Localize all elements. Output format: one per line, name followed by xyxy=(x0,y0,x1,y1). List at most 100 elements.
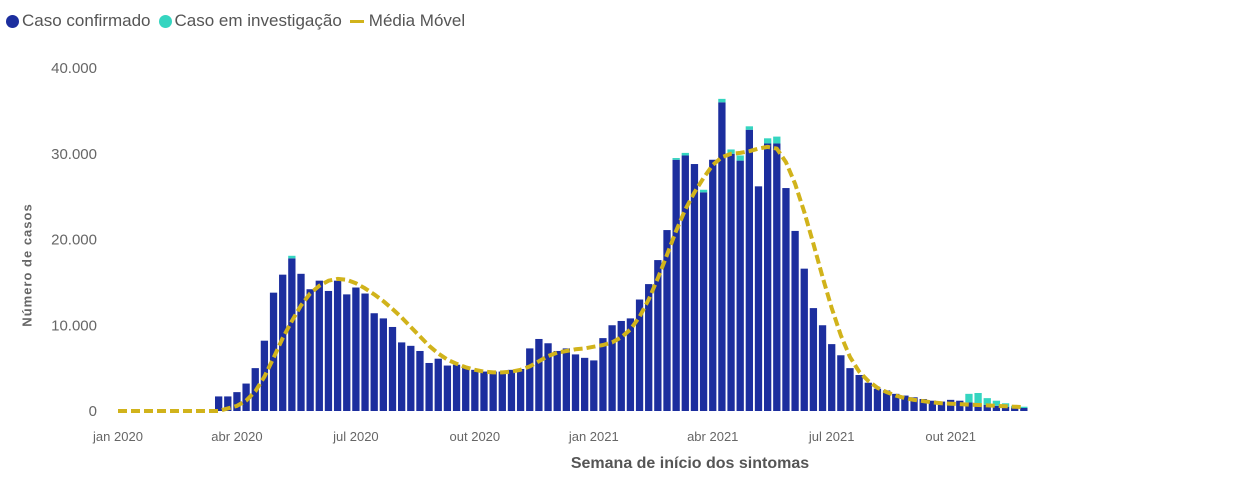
bar-confirmed xyxy=(526,348,534,411)
bar-confirmed xyxy=(269,292,278,411)
bar-confirmed xyxy=(388,326,397,411)
bar-confirmed xyxy=(599,338,607,411)
bar-confirmed xyxy=(855,374,863,411)
bar-confirmed xyxy=(690,164,699,411)
bar-confirmed xyxy=(544,343,552,411)
bar-confirmed xyxy=(224,396,232,411)
legend-item-confirmed[interactable]: Caso confirmado xyxy=(6,11,151,31)
y-tick-label: 10.000 xyxy=(51,317,97,334)
bar-confirmed xyxy=(645,284,653,411)
bar-confirmed xyxy=(507,369,516,411)
bar-confirmed xyxy=(1001,406,1010,411)
legend-item-investigation[interactable]: Caso em investigação xyxy=(158,11,342,31)
bar-confirmed xyxy=(416,350,424,411)
bar-confirmed xyxy=(608,325,616,411)
bar-confirmed xyxy=(892,393,900,411)
bar-confirmed xyxy=(919,398,927,411)
bar-investigation xyxy=(727,149,735,154)
bar-confirmed xyxy=(864,382,872,411)
x-tick-label: jan 2021 xyxy=(568,429,619,444)
bar-confirmed xyxy=(379,318,387,411)
bar-confirmed xyxy=(828,344,836,411)
bar-confirmed xyxy=(480,371,488,411)
bar-investigation xyxy=(672,158,680,160)
bar-investigation xyxy=(745,126,753,130)
bar-confirmed xyxy=(873,388,882,411)
chart-legend: Caso confirmado Caso em investigação Méd… xyxy=(6,8,473,34)
bar-confirmed xyxy=(791,230,799,411)
bar-investigation xyxy=(736,155,744,161)
bar-confirmed xyxy=(882,390,891,411)
x-tick-label: out 2020 xyxy=(450,429,501,444)
bar-investigation xyxy=(764,138,772,144)
legend-moving-average-line-icon xyxy=(349,19,364,23)
bar-investigation xyxy=(965,393,973,403)
bar-confirmed xyxy=(654,260,662,411)
bar-confirmed xyxy=(516,368,525,411)
bar-confirmed xyxy=(498,371,506,411)
bar-confirmed xyxy=(937,401,946,411)
legend-confirmed-label: Caso confirmado xyxy=(22,11,151,30)
y-tick-label: 20.000 xyxy=(51,232,97,249)
legend-item-moving-average[interactable]: Média Móvel xyxy=(349,11,466,31)
bar-investigation xyxy=(974,392,982,405)
bar-confirmed xyxy=(471,369,479,411)
bar-confirmed xyxy=(681,155,689,411)
bar-confirmed xyxy=(754,186,763,411)
bar-investigation xyxy=(718,98,726,103)
x-tick-label: jan 2020 xyxy=(92,429,143,444)
bar-confirmed xyxy=(1011,407,1019,411)
bar-confirmed xyxy=(590,360,598,411)
bar-confirmed xyxy=(297,273,305,411)
bar-confirmed xyxy=(242,383,250,411)
y-tick-label: 0 xyxy=(89,403,97,420)
bar-confirmed xyxy=(562,348,570,411)
bar-confirmed xyxy=(452,364,461,411)
bar-investigation xyxy=(983,398,991,405)
legend-moving-average-label: Média Móvel xyxy=(368,11,466,30)
bar-confirmed xyxy=(974,404,982,411)
x-tick-label: abr 2020 xyxy=(211,429,262,444)
bar-confirmed xyxy=(343,294,351,411)
bar-confirmed xyxy=(407,345,415,411)
x-tick-label: abr 2021 xyxy=(687,429,738,444)
bar-confirmed xyxy=(489,371,497,411)
bar-confirmed xyxy=(626,318,635,411)
bar-confirmed xyxy=(965,402,973,411)
x-tick-label: jul 2020 xyxy=(332,429,379,444)
bar-confirmed xyxy=(736,160,744,411)
bar-confirmed xyxy=(928,400,936,411)
bar-confirmed xyxy=(800,268,808,411)
bar-confirmed xyxy=(745,129,753,412)
bar-confirmed xyxy=(535,338,543,411)
bar-investigation xyxy=(773,136,781,144)
bar-confirmed xyxy=(910,397,918,411)
bar-confirmed xyxy=(288,258,296,411)
bar-confirmed xyxy=(635,299,644,411)
bar-confirmed xyxy=(398,342,406,411)
moving-average-line xyxy=(118,144,1024,413)
bar-confirmed xyxy=(846,368,854,411)
x-tick-label: jul 2021 xyxy=(808,429,855,444)
bar-confirmed xyxy=(581,357,589,411)
bar-confirmed xyxy=(215,396,223,411)
bar-confirmed xyxy=(462,367,470,411)
bar-confirmed xyxy=(361,293,369,411)
y-tick-label: 30.000 xyxy=(51,146,97,163)
bar-confirmed xyxy=(992,405,1001,411)
y-tick-label: 40.000 xyxy=(51,60,97,77)
bar-confirmed xyxy=(434,358,442,411)
bar-confirmed xyxy=(901,395,909,411)
bar-confirmed xyxy=(617,320,625,411)
bar-confirmed xyxy=(233,392,241,411)
x-axis-title: Semana de início dos sintomas xyxy=(570,455,810,472)
bar-confirmed xyxy=(699,192,708,411)
bar-investigation xyxy=(699,189,708,193)
bar-confirmed xyxy=(324,290,333,411)
bar-confirmed xyxy=(764,143,772,411)
legend-confirmed-marker-icon xyxy=(6,14,19,28)
bar-confirmed xyxy=(352,287,360,411)
legend-investigation-marker-icon xyxy=(158,14,172,28)
bar-investigation xyxy=(681,152,689,156)
